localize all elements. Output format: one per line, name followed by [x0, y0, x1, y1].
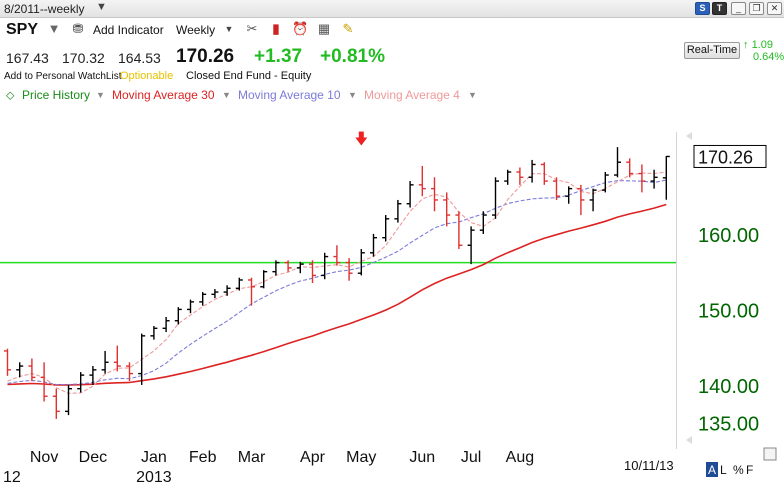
quote-low: 164.53 [118, 50, 161, 66]
quote-high: 170.32 [62, 50, 105, 66]
date-label: 10/11/13 [624, 458, 674, 473]
scale-toggle-l[interactable]: L [720, 463, 727, 477]
symbol-label[interactable]: SPY [6, 21, 39, 38]
scale-toggle-a[interactable]: A [708, 463, 716, 477]
axis-scroll-up-icon [686, 132, 692, 140]
legend-ma10[interactable]: Moving Average 10 [238, 88, 341, 102]
restore-icon[interactable]: ❐ [749, 2, 764, 15]
optionable-label: Optionable [120, 70, 174, 82]
tools-icon[interactable]: ✂ [246, 21, 258, 36]
real-time-button[interactable]: Real-Time [684, 42, 740, 59]
x-month-label: Feb [189, 449, 217, 466]
x-month-label: Jul [461, 449, 481, 466]
scale-toggle-f[interactable]: F [746, 463, 753, 477]
title-bar: 8/2011--weekly ▼ S T _ ❐ ✕ [0, 0, 784, 18]
alarm-clock-icon[interactable]: ⏰ [292, 21, 309, 36]
legend-dropdown-icon[interactable]: ▼ [222, 90, 231, 100]
chart-background [0, 104, 784, 488]
title-dropdown-icon[interactable]: ▼ [96, 1, 107, 13]
last-price-label: 170.26 [698, 147, 753, 167]
y-tick-label: 160.00 [698, 225, 759, 247]
legend-price-history[interactable]: Price History [22, 88, 91, 102]
fund-type-label: Closed End Fund - Equity [186, 70, 312, 82]
close-icon[interactable]: ✕ [767, 2, 782, 15]
quote-open: 167.43 [6, 50, 49, 66]
last-price-box [693, 144, 767, 168]
scale-toggle-bg [706, 462, 718, 477]
x-month-label: Nov [30, 449, 58, 466]
tv-badge-icon[interactable]: T [712, 2, 727, 15]
legend-ma4[interactable]: Moving Average 4 [364, 88, 460, 102]
legend-dropdown-icon[interactable]: ▼ [468, 90, 477, 100]
x-month-label: Aug [506, 449, 534, 466]
quote-change-pct: +0.81% [320, 46, 385, 67]
quote-change: +1.37 [254, 46, 303, 67]
y-tick-label: 135.00 [698, 414, 759, 436]
period-select[interactable]: Weekly [176, 23, 216, 37]
legend-dropdown-icon[interactable]: ▼ [348, 90, 357, 100]
x-month-label: Dec [79, 449, 107, 466]
y-tick-label: 140.00 [698, 376, 759, 398]
symbol-dropdown-icon[interactable]: ▼ [47, 21, 61, 36]
indicator-icon[interactable]: ⛃ [72, 21, 84, 36]
moving-average-30-line [7, 203, 667, 386]
legend-ma30[interactable]: Moving Average 30 [112, 88, 215, 102]
down-arrow-head [355, 137, 368, 146]
toolbar: SPY ▼ ⛃ Add Indicator Weekly ▼ ✂ ▮ ⏰ ▦ ✎ [0, 18, 784, 42]
minimize-icon[interactable]: _ [731, 2, 746, 15]
legend-dropdown-icon[interactable]: ▼ [96, 90, 105, 100]
add-watchlist-link[interactable]: Add to Personal WatchList [4, 71, 122, 82]
down-arrow-shaft [358, 131, 364, 138]
quote-last: 170.26 [176, 46, 235, 67]
x-month-label: Jun [409, 449, 435, 466]
price-chart[interactable]: 135.00 140.00 150.00 160.00 170.26 Nov 12 Dec Ja… [0, 104, 784, 488]
info-line: Add to Personal WatchList Optionable Clo… [0, 70, 784, 84]
expand-icon [763, 447, 777, 461]
realtime-change: ↑ 1.09 0.64% [743, 39, 784, 63]
period-dropdown-icon[interactable]: ▼ [224, 24, 234, 34]
s-badge-icon[interactable]: S [695, 2, 710, 15]
x-month-label: May [346, 449, 376, 466]
x-month-label: Apr [300, 449, 326, 466]
note-icon[interactable]: ✎ [342, 21, 354, 36]
chart-header: 8/2011--weekly ▼ S T _ ❐ ✕ SPY ▼ ⛃ Add I… [0, 0, 784, 104]
x-year-label: 12 [3, 469, 21, 486]
moving-average-10-line [7, 179, 667, 386]
quote-line: 167.43 170.32 164.53 170.26 +1.37 +0.81% [0, 43, 784, 69]
axis-scroll-down-icon [686, 436, 692, 444]
x-year-label: 2013 [136, 469, 172, 486]
up-arrow-icon: ↑ [743, 39, 749, 51]
add-indicator-button[interactable]: Add Indicator [93, 23, 164, 37]
realtime-change-value: 1.09 [751, 39, 773, 51]
realtime-change-pct: 0.64% [753, 51, 784, 63]
scale-toggle-%[interactable]: % [733, 463, 744, 477]
chart-grid-icon[interactable]: ▦ [317, 21, 331, 36]
x-month-label: Jan [141, 449, 167, 466]
x-month-label: Mar [238, 449, 266, 466]
price-history-expand-icon[interactable]: ⬦ [6, 88, 15, 102]
y-tick-label: 150.00 [698, 300, 759, 322]
indicator-legend: ⬦ Price History ▼ Moving Average 30 ▼ Mo… [0, 86, 784, 104]
bar-style-icon[interactable]: ▮ [272, 21, 280, 36]
window-title: 8/2011--weekly [4, 2, 85, 16]
